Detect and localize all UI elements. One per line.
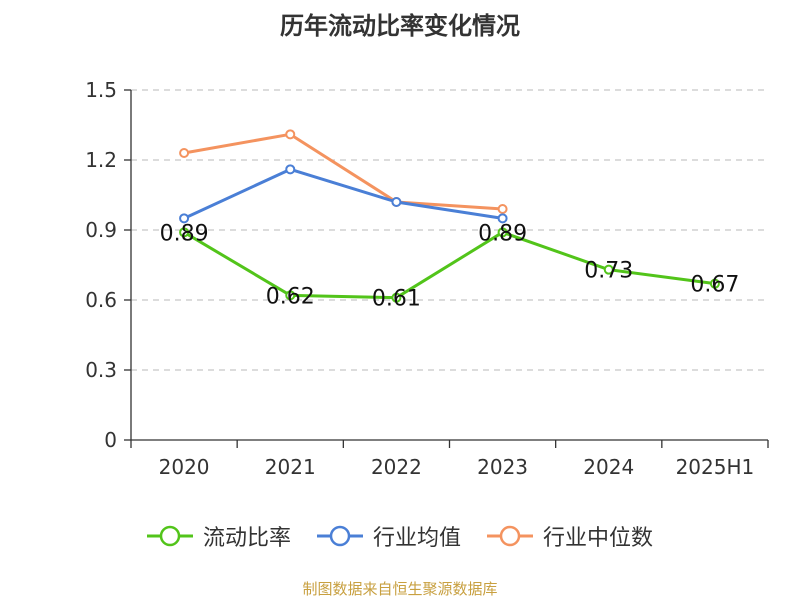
x-tick-label: 2022 <box>371 455 422 479</box>
legend-label: 行业均值 <box>372 526 461 551</box>
legend-line-circle-icon <box>316 525 363 547</box>
data-label: 0.61 <box>372 287 421 312</box>
data-label: 0.62 <box>266 284 315 309</box>
data-label: 0.89 <box>478 221 527 246</box>
data-point <box>285 164 296 175</box>
data-point <box>179 148 190 158</box>
y-tick-label: 0 <box>104 428 117 452</box>
data-label: 0.89 <box>160 221 209 246</box>
gridlines <box>131 89 768 371</box>
series-line-0 <box>183 230 716 300</box>
data-label: 0.67 <box>690 273 739 298</box>
x-tick-label: 2024 <box>583 455 634 479</box>
data-point <box>285 129 296 140</box>
data-point <box>179 227 190 238</box>
y-tick-label: 0.9 <box>85 218 117 242</box>
source-note: 制图数据来自恒生聚源数据库 <box>302 580 498 598</box>
legend-item-2[interactable]: 行业中位数 <box>487 520 653 552</box>
y-tick-label: 0.3 <box>85 358 117 382</box>
axes: 0 0.3 0.6 0.9 1.2 1.5 2020 2021 2022 2023 2024 2025… <box>85 78 769 479</box>
legend-label: 行业中位数 <box>543 526 654 551</box>
series-line-2 <box>183 132 503 211</box>
legend-line-circle-icon <box>146 525 193 547</box>
legend-item-0[interactable]: 流动比率 <box>146 520 291 552</box>
data-point <box>391 197 402 207</box>
legend: 流动比率 行业均值 行业中位数 <box>0 520 800 552</box>
x-tick-label: 2023 <box>477 455 528 479</box>
data-point <box>603 264 614 275</box>
data-labels: 0.89 0.62 0.61 0.89 0.73 0.67 <box>160 221 740 311</box>
legend-label: 流动比率 <box>202 526 291 551</box>
data-point <box>709 278 720 289</box>
data-point <box>497 204 508 214</box>
data-point <box>497 227 508 238</box>
x-tick-label: 2025H1 <box>676 455 755 479</box>
y-tick-label: 1.5 <box>85 78 117 102</box>
data-point <box>497 213 508 224</box>
x-tick-label: 2021 <box>265 455 316 479</box>
series-line-1 <box>183 167 503 220</box>
legend-item-1[interactable]: 行业均值 <box>316 520 461 552</box>
y-tick-label: 0.6 <box>85 288 117 312</box>
data-point <box>391 292 402 303</box>
data-point <box>179 213 190 224</box>
legend-line-circle-icon <box>487 525 533 547</box>
series-lines <box>179 129 720 303</box>
y-tick-label: 1.2 <box>85 148 117 172</box>
data-point <box>285 290 296 301</box>
chart-title: 历年流动比率变化情况 <box>280 12 520 40</box>
data-label: 0.73 <box>584 259 633 284</box>
x-tick-label: 2020 <box>159 455 210 479</box>
